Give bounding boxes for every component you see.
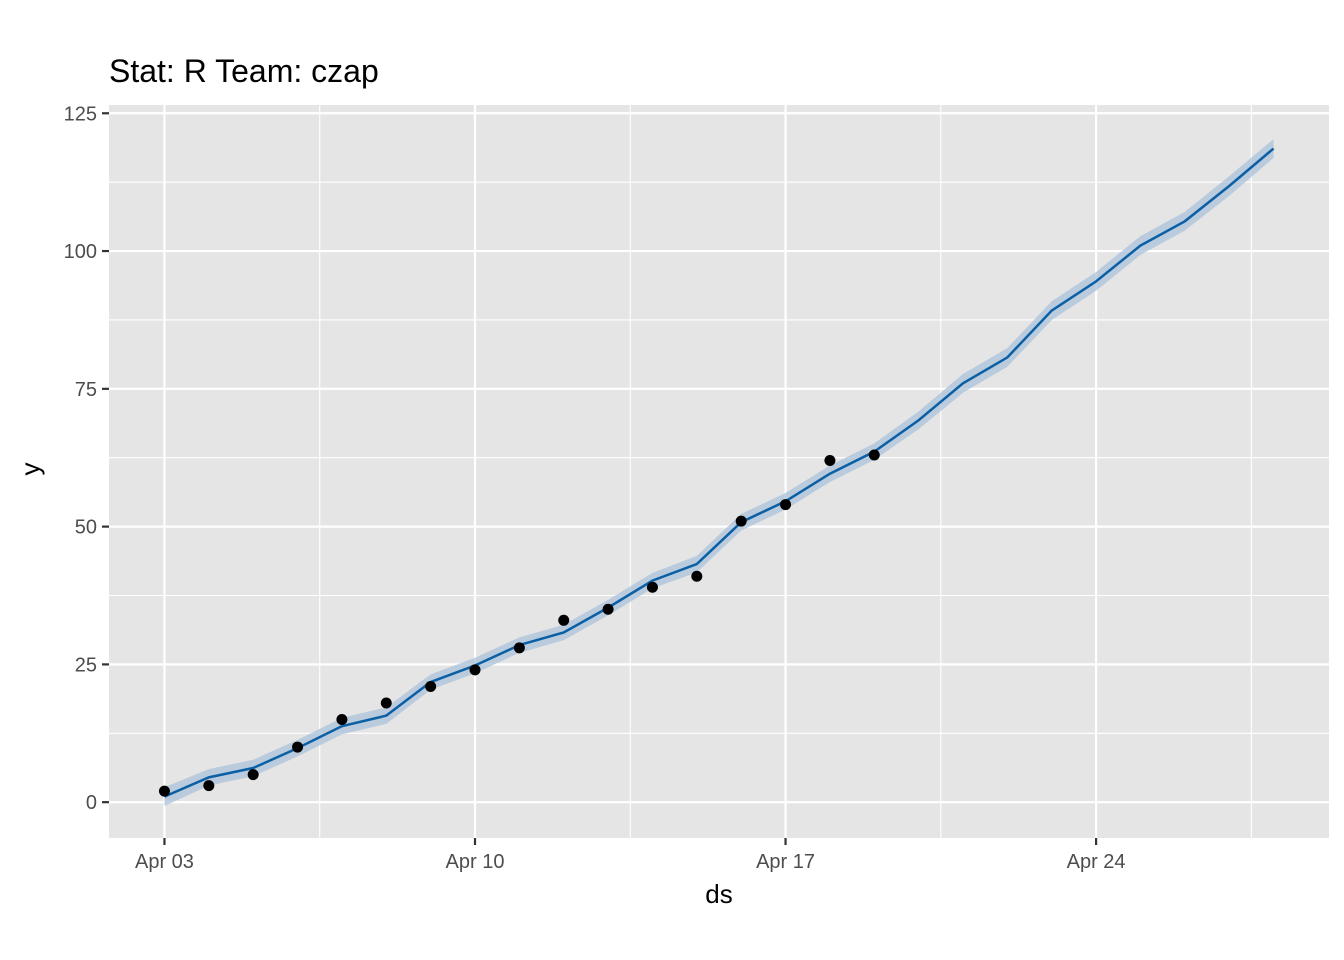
data-point	[425, 680, 437, 692]
x-axis: Apr 03 Apr 10 Apr 17 Apr 24	[135, 838, 1126, 873]
y-tick-label: 100	[64, 241, 97, 263]
y-axis-title: y	[15, 463, 45, 476]
data-point	[158, 785, 170, 797]
data-point	[824, 454, 836, 466]
data-point	[558, 614, 570, 626]
data-point	[513, 642, 525, 654]
x-axis-title: ds	[705, 879, 732, 909]
data-point	[203, 780, 215, 792]
data-point	[602, 603, 614, 615]
data-point	[336, 714, 348, 726]
data-point	[646, 581, 658, 593]
y-tick-label: 50	[75, 517, 97, 539]
x-tick-label: Apr 03	[135, 851, 194, 873]
chart-title: Stat: R Team: czap	[109, 53, 379, 89]
data-point	[247, 769, 259, 781]
data-point	[380, 697, 392, 709]
data-point	[868, 449, 880, 461]
y-tick-label: 0	[86, 792, 97, 814]
forecast-line	[163, 147, 1275, 798]
plot-panel	[109, 105, 1329, 838]
x-tick-label: Apr 17	[756, 851, 815, 873]
data-point	[780, 499, 792, 511]
observed-points	[158, 449, 880, 797]
y-tick-label: 75	[75, 379, 97, 401]
data-point	[691, 570, 703, 582]
data-point	[292, 741, 304, 753]
minor-gridlines	[109, 105, 1329, 838]
x-tick-label: Apr 10	[446, 851, 505, 873]
y-axis: 0 25 50 75 100 125	[64, 103, 109, 814]
data-point	[469, 664, 481, 676]
x-tick-label: Apr 24	[1067, 851, 1126, 873]
y-tick-label: 125	[64, 103, 97, 125]
y-tick-label: 25	[75, 654, 97, 676]
data-point	[735, 515, 747, 527]
